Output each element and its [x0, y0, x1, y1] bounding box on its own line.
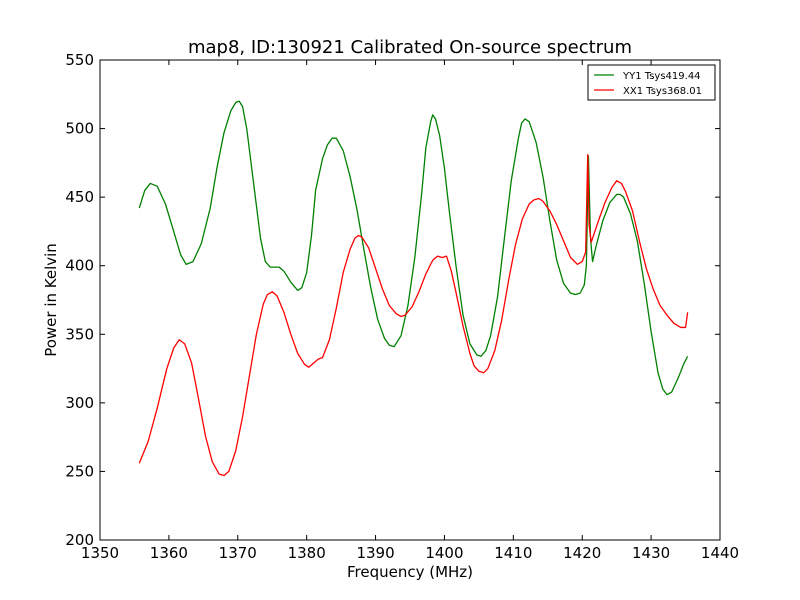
series-line-0: [138, 100, 689, 396]
x-tick-label: 1440: [701, 544, 739, 562]
x-tick-label: 1420: [563, 544, 601, 562]
legend-box: [587, 64, 716, 101]
legend-label-0: YY1 Tsys419.44: [622, 71, 701, 82]
y-tick-label: 200: [65, 531, 94, 549]
x-tick-label: 1390: [356, 544, 394, 562]
y-tick-label: 550: [65, 51, 94, 69]
y-tick-label: 500: [65, 120, 94, 138]
x-axis-label: Frequency (MHz): [347, 563, 473, 581]
x-tick-label: 1430: [632, 544, 670, 562]
x-tick-label: 1380: [288, 544, 326, 562]
y-tick-label: 450: [65, 188, 94, 206]
y-tick-label: 300: [65, 394, 94, 412]
x-tick-label: 1410: [494, 544, 532, 562]
series-layer: [138, 100, 689, 477]
chart-title: map8, ID:130921 Calibrated On-source spe…: [188, 37, 632, 58]
y-axis-label: Power in Kelvin: [42, 243, 60, 357]
plot-frame: [99, 59, 721, 541]
plot-background: [100, 60, 720, 540]
x-tick-label: 1370: [219, 544, 257, 562]
y-tick-label: 350: [65, 325, 94, 343]
y-tick-label: 400: [65, 257, 94, 275]
x-tick-label: 1360: [150, 544, 188, 562]
x-tick-label: 1350: [81, 544, 119, 562]
x-tick-label: 1400: [425, 544, 463, 562]
legend: YY1 Tsys419.44 XX1 Tsys368.01: [587, 64, 716, 101]
legend-label-1: XX1 Tsys368.01: [623, 86, 702, 97]
series-line-1: [138, 153, 689, 477]
plot-area: [100, 60, 720, 540]
axes-layer: 1350 1360 1370 1380 1390 1400 1410 1420 1430 1440…: [65, 51, 739, 562]
y-tick-label: 250: [65, 462, 94, 480]
